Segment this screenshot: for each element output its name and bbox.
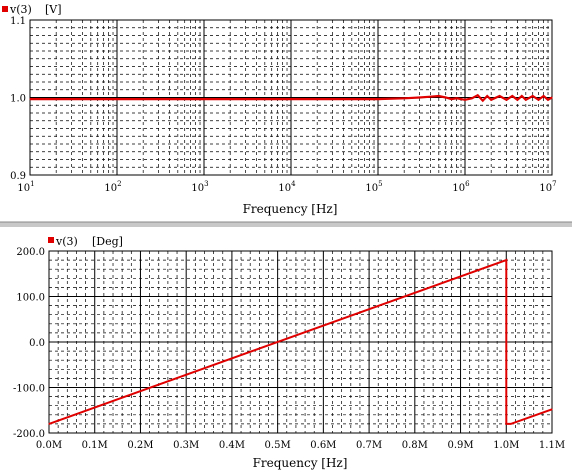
x-tick-exponent: 5 [378, 180, 382, 188]
data-point-magnitude [429, 96, 431, 98]
legend-swatch-phase [48, 237, 54, 243]
data-point-magnitude [403, 97, 405, 99]
x-tick-label: 105 [365, 180, 382, 194]
legend-swatch-magnitude [2, 6, 8, 12]
ticks-phase: 200.0 100.0 0.0 -100.0 -200.00.0M 0.1M 0.2M 0.3… [13, 247, 565, 451]
data-point-magnitude [445, 96, 447, 99]
x-tick-label: 0.1M [82, 440, 108, 451]
data-point-magnitude [477, 94, 479, 96]
x-tick-exponent: 1 [30, 180, 34, 188]
data-point-magnitude [203, 98, 205, 100]
data-point-magnitude [116, 98, 118, 100]
data-point-magnitude [486, 95, 488, 97]
x-tick-label: 0.7M [356, 440, 382, 451]
data-point-magnitude [542, 95, 545, 97]
x-tick-label: 1.1M [539, 440, 565, 451]
grid-magnitude [29, 19, 553, 176]
data-point-magnitude [377, 98, 379, 100]
pane-divider[interactable] [0, 222, 572, 227]
data-point-magnitude [499, 95, 501, 97]
x-tick-label: 104 [278, 180, 296, 194]
data-point-magnitude [532, 95, 534, 97]
data-point-magnitude [450, 98, 453, 100]
series-magnitude [29, 93, 553, 103]
x-tick-exponent: 7 [552, 180, 556, 188]
data-point-phase [505, 259, 507, 261]
x-tick-exponent: 6 [465, 180, 470, 188]
x-tick-label: 0.3M [173, 440, 199, 451]
x-axis-title-magnitude: Frequency [Hz] [243, 202, 338, 216]
x-tick-label: 0.5M [265, 440, 291, 451]
x-tick-label: 101 [17, 180, 34, 194]
data-point-phase [510, 423, 512, 425]
y-tick-label: 1.0 [10, 94, 26, 105]
y-tick-label: 0.0 [29, 338, 45, 349]
x-tick-label: 106 [452, 180, 470, 194]
data-point-magnitude [505, 99, 508, 101]
legend-unit-phase: [Deg] [92, 235, 123, 248]
data-point-magnitude [521, 95, 523, 97]
y-tick-label: 1.1 [10, 16, 26, 27]
data-point-magnitude [455, 97, 458, 99]
data-point-magnitude [511, 95, 513, 97]
data-point-magnitude [551, 96, 553, 99]
x-tick-label: 102 [104, 180, 121, 194]
data-point-phase [48, 423, 50, 425]
legend-label-magnitude: v(3) [9, 3, 32, 16]
x-tick-label: 0.6M [310, 440, 336, 451]
series-phase [48, 258, 553, 425]
data-point-magnitude [490, 99, 492, 101]
data-point-phase [551, 408, 553, 410]
y-tick-label: -200.0 [13, 429, 45, 440]
x-tick-label: 1.0M [493, 440, 519, 451]
data-point-magnitude [482, 100, 484, 102]
x-tick-label: 0.8M [402, 440, 428, 451]
x-tick-label: 0.0M [36, 440, 62, 451]
x-tick-exponent: 3 [204, 180, 208, 188]
x-tick-exponent: 4 [291, 180, 296, 188]
data-point-magnitude [464, 99, 466, 101]
phase-chart: v(3) [Deg] 200.0 100.0 0.0 -100.0 -200.00.0M… [13, 235, 565, 470]
plot-frame-phase [48, 250, 553, 434]
legend-unit-magnitude: [V] [45, 3, 62, 16]
data-point-magnitude [537, 99, 540, 101]
x-tick-label: 0.2M [127, 440, 153, 451]
y-tick-label: -100.0 [13, 384, 45, 395]
data-point-magnitude [525, 99, 527, 101]
y-tick-label: 100.0 [16, 293, 45, 304]
x-tick-label: 107 [539, 180, 556, 194]
data-point-magnitude [290, 98, 292, 100]
x-tick-exponent: 2 [117, 180, 121, 188]
y-tick-label: 200.0 [16, 247, 45, 258]
x-tick-label: 0.9M [447, 440, 473, 451]
data-point-magnitude [471, 97, 473, 99]
x-axis-title-phase: Frequency [Hz] [253, 456, 348, 470]
data-point-magnitude [547, 99, 549, 101]
y-tick-label: 0.9 [10, 171, 26, 182]
data-point-magnitude [516, 99, 518, 101]
data-point-magnitude [418, 96, 421, 99]
data-point-magnitude [29, 98, 31, 100]
x-tick-label: 0.4M [219, 440, 245, 451]
x-tick-label: 103 [191, 180, 208, 194]
data-point-magnitude [438, 95, 440, 97]
grid-phase [48, 250, 553, 434]
legend-label-phase: v(3) [55, 235, 78, 248]
data-point-phase [505, 423, 507, 425]
